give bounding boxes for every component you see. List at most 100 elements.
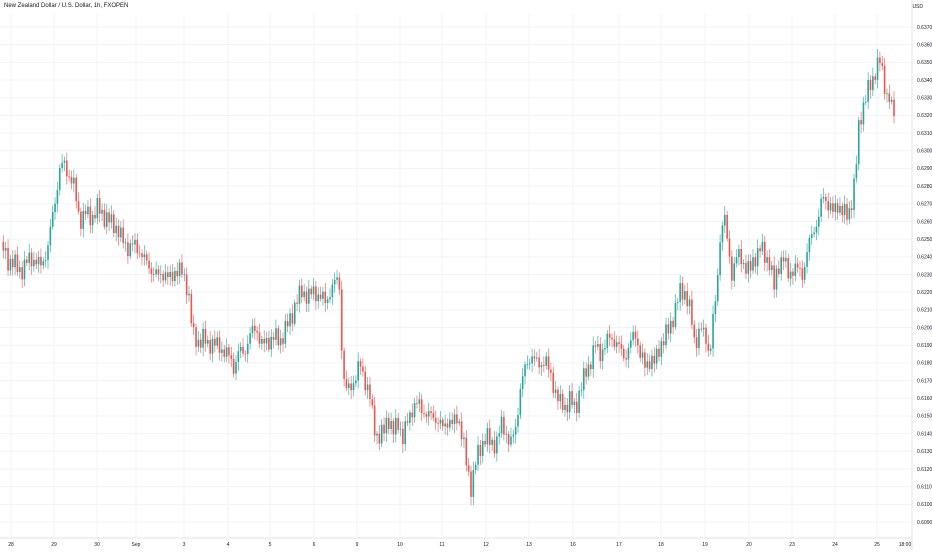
candle-body	[890, 99, 893, 102]
candle	[876, 48, 879, 89]
candle-body	[270, 336, 273, 350]
candle	[782, 250, 785, 271]
candle	[197, 331, 200, 353]
candle	[712, 305, 714, 357]
candle-body	[303, 291, 305, 298]
price-tick-label: 0.6330	[917, 96, 932, 102]
candle	[221, 341, 223, 362]
candle-body	[265, 337, 268, 344]
candle-body	[174, 270, 176, 282]
candle	[620, 335, 623, 356]
candle-body	[127, 242, 129, 257]
candle-body	[380, 424, 383, 444]
candle-body	[204, 328, 207, 344]
candle-body	[601, 349, 604, 362]
candle	[277, 325, 280, 350]
candle	[820, 194, 822, 223]
candle	[735, 249, 738, 268]
candle-body	[533, 356, 536, 359]
candle-body	[597, 343, 599, 347]
price-tick-label: 0.6090	[917, 520, 932, 526]
candle	[7, 239, 9, 276]
candle	[813, 226, 815, 238]
price-tick-label: 0.6240	[917, 255, 932, 261]
candle	[427, 402, 430, 426]
time-tick-label: 11	[439, 542, 444, 548]
candle-body	[780, 257, 782, 274]
price-tick-label: 0.6260	[917, 219, 932, 225]
candle	[44, 251, 47, 268]
candle	[521, 367, 524, 398]
candle-body	[625, 358, 627, 360]
candle-body	[886, 93, 888, 95]
time-tick-label: 9	[356, 542, 359, 548]
candle	[35, 253, 38, 270]
candle-body	[573, 401, 576, 406]
candle	[413, 397, 416, 423]
candle-body	[456, 414, 458, 424]
candle	[505, 425, 508, 444]
candle	[348, 377, 350, 396]
price-tick-label: 0.6280	[917, 184, 932, 190]
candle	[759, 244, 761, 258]
candle	[726, 211, 728, 242]
candle-body	[26, 259, 28, 263]
candle	[855, 155, 858, 183]
candle	[669, 312, 672, 343]
candle	[775, 264, 778, 298]
candle-body	[230, 355, 233, 359]
candle	[780, 251, 782, 281]
candle-body	[51, 212, 54, 227]
candle	[230, 346, 233, 367]
candle	[695, 328, 698, 357]
time-tick-label: 30	[94, 542, 100, 548]
candle	[40, 248, 42, 274]
candle-body	[413, 403, 416, 418]
candle-body	[644, 352, 646, 368]
candle-body	[634, 331, 637, 339]
candle-body	[162, 274, 164, 281]
candle-body	[583, 368, 585, 391]
candle	[256, 326, 258, 341]
time-tick-label: 25	[874, 542, 880, 548]
candle-body	[96, 198, 99, 219]
candle	[293, 299, 296, 327]
candle-body	[568, 391, 571, 413]
price-tick-label: 0.6230	[917, 272, 932, 278]
candle	[618, 336, 620, 353]
price-tick-label: 0.6120	[917, 467, 932, 473]
candle-body	[399, 428, 402, 430]
candle-body	[879, 57, 881, 64]
candle-body	[324, 291, 327, 303]
candle-body	[390, 421, 392, 430]
candle	[319, 286, 322, 302]
candle-body	[70, 177, 73, 184]
time-tick-label: 3	[183, 542, 186, 548]
candle-body	[326, 299, 329, 303]
candle-body	[181, 262, 183, 275]
candle	[402, 421, 404, 453]
candle-body	[155, 269, 157, 275]
candle	[531, 348, 533, 373]
candle	[559, 385, 562, 409]
candle-body	[528, 363, 531, 365]
candle-body	[726, 214, 728, 239]
candle	[75, 173, 77, 209]
candle-body	[110, 214, 113, 223]
candle	[693, 320, 696, 344]
candle	[554, 381, 557, 399]
price-tick-label: 0.6110	[917, 484, 932, 490]
candle	[237, 343, 240, 371]
candle	[674, 294, 677, 330]
candle-body	[2, 242, 5, 251]
candle	[58, 164, 61, 196]
candle-body	[145, 254, 148, 261]
candle-body	[183, 274, 186, 276]
candle	[150, 262, 153, 283]
candle	[120, 221, 122, 242]
candle-body	[512, 434, 515, 437]
candle-body	[362, 366, 364, 372]
candle	[47, 241, 49, 270]
